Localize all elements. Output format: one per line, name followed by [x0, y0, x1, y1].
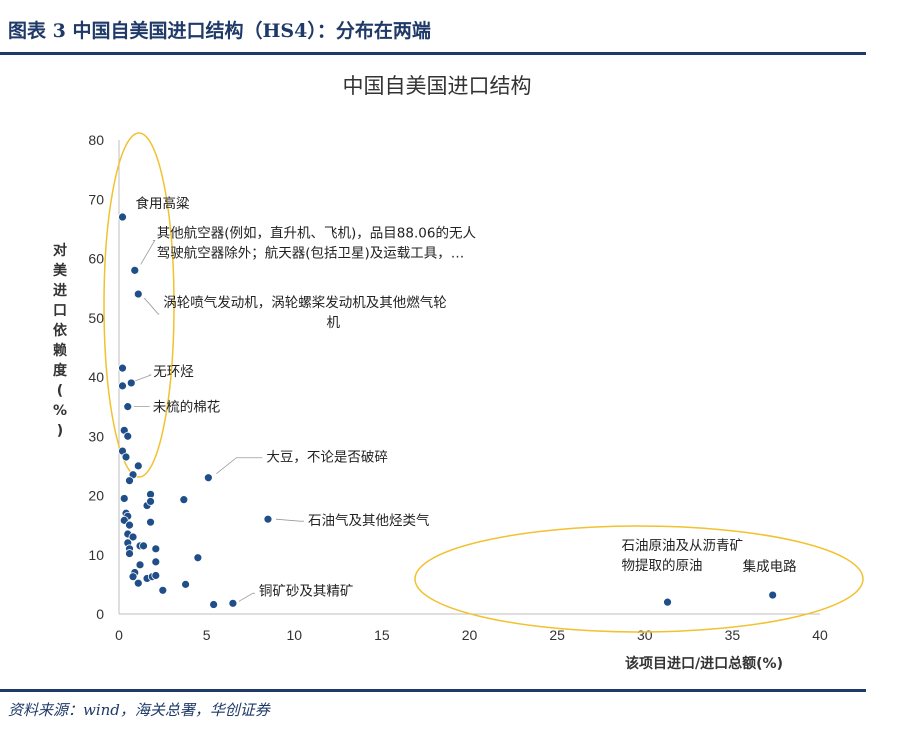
annotation-label: 铜矿砂及其精矿: [259, 583, 354, 599]
annotation-label: 大豆，不论是否破碎: [266, 450, 388, 466]
data-point: [125, 549, 134, 558]
y-tick-label: 20: [88, 488, 104, 504]
y-tick-label: 30: [88, 428, 104, 444]
data-point: [203, 473, 213, 483]
annotation-leader: [143, 297, 160, 315]
annotation-leader: [135, 374, 152, 382]
data-point: [151, 571, 161, 580]
y-tick-label: 40: [88, 369, 104, 385]
highlight-ellipse-left: [103, 132, 175, 478]
y-tick-label: 80: [88, 132, 104, 148]
annotation-leader: [238, 592, 255, 602]
data-point: [135, 560, 145, 570]
y-tick-label: 10: [88, 547, 104, 563]
data-point: [126, 378, 136, 388]
data-point: [151, 544, 161, 554]
data-point: [121, 452, 131, 462]
y-tick-label: 50: [88, 310, 104, 326]
x-tick-label: 5: [203, 627, 211, 643]
data-point: [123, 402, 133, 412]
data-point: [228, 598, 238, 608]
data-point: [133, 461, 143, 471]
x-tick-label: 10: [286, 627, 302, 643]
annotation-leader: [275, 518, 304, 522]
x-axis-label: 该项目进口/进口总额(%): [625, 655, 783, 672]
data-point: [146, 497, 155, 506]
data-point: [123, 431, 133, 441]
x-tick-label: 20: [462, 627, 478, 643]
annotation-label: 物提取的原油: [622, 558, 703, 574]
annotation-label: 机: [327, 315, 341, 331]
x-tick-labels: 0 5 10 15 20 25 30 35 40: [115, 627, 828, 643]
annotation-label: 集成电路: [743, 559, 797, 575]
chart-title: 中国自美国进口结构: [343, 74, 532, 98]
y-tick-label: 0: [96, 606, 104, 622]
y-tick-labels: 0 10 20 30 40 50 60 70 80: [88, 132, 104, 622]
source-note: 资料来源：wind，海关总署，华创证券: [8, 701, 270, 719]
data-point: [139, 541, 148, 551]
data-point: [118, 212, 127, 222]
x-tick-label: 25: [549, 627, 565, 643]
data-point: [768, 590, 778, 600]
annotation-label: 其他航空器(例如，直升机、飞机)，品目88.06的无人: [157, 225, 477, 241]
data-point: [133, 289, 143, 299]
x-tick-label: 30: [637, 627, 653, 643]
data-point: [263, 514, 273, 524]
annotation-label: 无环烃: [153, 364, 194, 380]
data-point: [663, 597, 672, 607]
bottom-rule: [0, 689, 866, 692]
data-point: [209, 600, 219, 609]
annotation-leader-lines: [133, 239, 304, 602]
data-point: [128, 532, 138, 542]
data-point: [181, 579, 190, 589]
annotation-leader: [216, 457, 263, 475]
data-point: [119, 494, 129, 503]
x-tick-label: 40: [812, 627, 828, 643]
x-tick-label: 0: [115, 627, 123, 643]
top-rule: [0, 52, 866, 55]
data-points: [118, 212, 778, 609]
data-point: [158, 585, 168, 595]
data-point: [179, 495, 189, 505]
annotation-label: 食用高粱: [136, 195, 190, 212]
annotation-label: 未梳的棉花: [153, 400, 221, 416]
highlight-ellipse-right: [414, 525, 864, 633]
data-point: [151, 557, 161, 567]
data-point: [193, 553, 203, 563]
data-point: [125, 520, 134, 530]
annotation-leader: [140, 239, 156, 265]
data-point: [128, 572, 138, 582]
x-tick-label: 35: [725, 627, 741, 643]
data-point: [146, 517, 155, 527]
x-tick-label: 15: [374, 627, 390, 643]
data-point: [118, 363, 127, 373]
figure-title: 图表 3 中国自美国进口结构（HS4）：分布在两端: [8, 20, 431, 42]
data-point: [133, 578, 143, 588]
y-tick-label: 70: [88, 191, 104, 207]
data-point: [118, 381, 127, 391]
annotation-label: 涡轮喷气发动机，涡轮螺桨发动机及其他燃气轮: [163, 294, 447, 311]
annotation-label: 石油气及其他烃类气: [308, 513, 430, 529]
annotation-label: 驾驶航空器除外；航天器(包括卫星)及运载工具，…: [157, 245, 465, 261]
annotation-label: 石油原油及从沥青矿: [622, 538, 744, 554]
y-axis-label: 对美进口依赖度(%): [53, 242, 68, 439]
data-point: [130, 265, 140, 275]
annotations: 食用高粱其他航空器(例如，直升机、飞机)，品目88.06的无人驾驶航空器除外；航…: [136, 195, 798, 599]
data-point: [125, 476, 134, 486]
y-tick-label: 60: [88, 251, 104, 267]
